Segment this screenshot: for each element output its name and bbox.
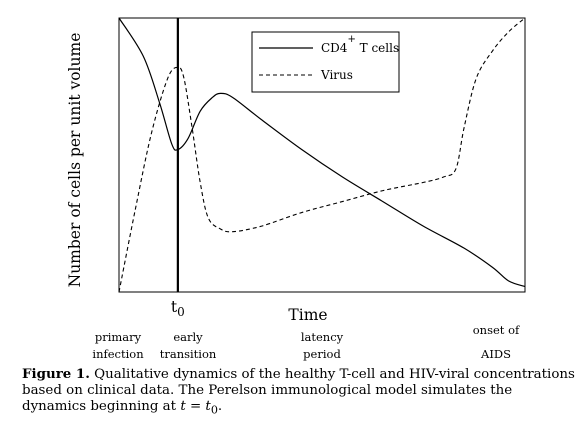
- series-line-virus: [118, 17, 526, 293]
- phase-label-3-line-1: latency: [301, 330, 344, 344]
- plot-area: [118, 17, 526, 293]
- legend-label-cd4-sup: +: [347, 34, 355, 45]
- y-axis-label: Number of cells per unit volume: [66, 33, 84, 288]
- phase-labels: primary infection early transition latency pe…: [92, 323, 520, 361]
- caption-label: Figure 1.: [22, 366, 90, 382]
- phase-label-3-line-2: period: [303, 347, 341, 361]
- phase-label-1-line-2: infection: [92, 347, 144, 361]
- phase-label-2-line-2: transition: [160, 347, 217, 361]
- legend-box: [251, 31, 400, 93]
- x-axis-label: Time: [288, 306, 327, 324]
- phase-label-1-line-1: primary: [95, 330, 142, 344]
- legend-label-cd4: CD4+ T cells: [321, 34, 399, 55]
- legend: CD4+ T cells Virus: [251, 31, 400, 93]
- phase-label-2-line-1: early: [173, 330, 203, 344]
- t0-label: t0: [171, 298, 185, 319]
- caption-end: .: [217, 399, 223, 414]
- caption-text: Qualitative dynamics of the healthy T-ce…: [22, 367, 575, 414]
- phase-label-4-line-1: onset of: [473, 323, 520, 337]
- legend-label-virus: Virus: [320, 68, 353, 82]
- series-line-cd4: [118, 17, 526, 288]
- caption-math: t = t: [180, 399, 211, 414]
- plot-frame: [118, 17, 526, 293]
- figure-caption: Figure 1. Qualitative dynamics of the he…: [22, 366, 578, 419]
- phase-label-4-line-2: AIDS: [480, 347, 511, 361]
- caption-math-sub: 0: [210, 403, 218, 417]
